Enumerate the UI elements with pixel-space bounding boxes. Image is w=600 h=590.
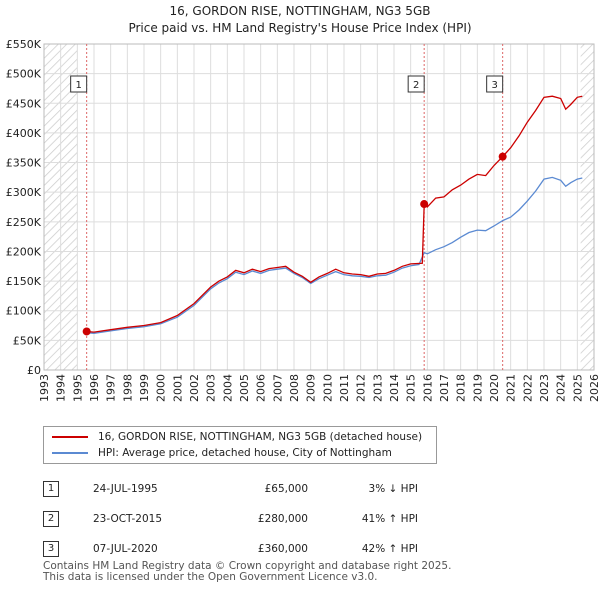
sale-number-badge: 1 [43, 481, 59, 497]
x-tick-label: 2026 [588, 374, 600, 402]
x-tick-label: 2010 [321, 374, 334, 402]
sale-hpi-diff: 42% ↑ HPI [361, 543, 418, 555]
y-tick-label: £250K [6, 216, 42, 229]
y-tick-label: £450K [6, 97, 42, 110]
x-tick-label: 2001 [171, 374, 184, 402]
sale-marker-3: 3 [486, 75, 504, 93]
x-tick-label: 2007 [271, 374, 284, 402]
x-tick-label: 2011 [338, 374, 351, 402]
footer-line-2: This data is licensed under the Open Gov… [43, 571, 378, 583]
marker-box [407, 75, 425, 93]
x-tick-label: 2023 [538, 374, 551, 402]
x-tick-label: 2014 [388, 374, 401, 402]
series-line-hpi [86, 176, 583, 334]
legend-label-hpi: HPI: Average price, detached house, City… [98, 447, 392, 459]
x-tick-label: 2019 [471, 374, 484, 402]
hatched-region [580, 44, 594, 370]
table-row: 1 24-JUL-1995 £65,000 3% ↓ HPI [43, 474, 418, 504]
x-tick-label: 2005 [238, 374, 251, 402]
y-tick-label: £0 [27, 364, 41, 377]
x-tick-label: 2004 [221, 374, 234, 402]
x-tick-label: 1998 [121, 374, 134, 402]
x-tick-label: 2017 [438, 374, 451, 402]
y-tick-label: £50K [13, 334, 42, 347]
legend-swatch-property [52, 436, 88, 438]
y-tick-label: £500K [6, 68, 42, 81]
sale-price: £65,000 [264, 483, 308, 495]
y-tick-label: £300K [6, 186, 42, 199]
table-row: 2 23-OCT-2015 £280,000 41% ↑ HPI [43, 504, 418, 534]
marker-label: 2 [413, 80, 419, 91]
footer-attribution: Contains HM Land Registry data © Crown c… [43, 561, 451, 583]
sale-marker-2: 2 [407, 75, 425, 93]
sale-point-2 [420, 200, 429, 209]
y-tick-label: £550K [6, 38, 42, 51]
y-tick-label: £400K [6, 127, 42, 140]
sale-date: 24-JUL-1995 [93, 483, 158, 495]
y-tick-label: £350K [6, 157, 42, 170]
legend-label-property: 16, GORDON RISE, NOTTINGHAM, NG3 5GB (de… [98, 431, 423, 443]
x-tick-label: 2000 [155, 374, 168, 402]
sale-date: 07-JUL-2020 [93, 543, 158, 555]
footer-line-1: Contains HM Land Registry data © Crown c… [43, 560, 452, 572]
plot-frame [43, 43, 595, 371]
chart-title: 16, GORDON RISE, NOTTINGHAM, NG3 5GB [170, 4, 431, 18]
chart-legend: 16, GORDON RISE, NOTTINGHAM, NG3 5GB (de… [43, 426, 437, 464]
x-tick-label: 2025 [571, 374, 584, 402]
sale-price: £280,000 [257, 513, 308, 525]
sale-hpi-diff: 41% ↑ HPI [361, 513, 418, 525]
sale-date: 23-OCT-2015 [93, 513, 162, 525]
y-tick-label: £150K [6, 275, 42, 288]
sale-point-3 [498, 152, 507, 161]
x-tick-label: 2008 [288, 374, 301, 402]
x-tick-label: 2021 [505, 374, 518, 402]
x-tick-label: 2006 [255, 374, 268, 402]
y-tick-label: £200K [6, 245, 42, 258]
x-tick-label: 2018 [455, 374, 468, 402]
marker-box [486, 75, 504, 93]
x-tick-label: 2015 [405, 374, 418, 402]
sale-number-badge: 3 [43, 541, 59, 557]
legend-swatch-hpi [52, 452, 88, 454]
price-chart: 16, GORDON RISE, NOTTINGHAM, NG3 5GB Pri… [6, 4, 600, 402]
marker-label: 1 [75, 80, 81, 91]
y-tick-label: £100K [6, 305, 42, 318]
x-tick-label: 1999 [138, 374, 151, 402]
x-tick-label: 2012 [355, 374, 368, 402]
x-tick-label: 1993 [38, 374, 51, 402]
marker-box [70, 75, 88, 93]
x-tick-label: 1994 [55, 374, 68, 402]
x-tick-label: 2009 [305, 374, 318, 402]
x-tick-label: 2016 [421, 374, 434, 402]
sale-price: £360,000 [257, 543, 308, 555]
x-tick-label: 2024 [555, 374, 568, 402]
x-tick-label: 2002 [188, 374, 201, 402]
x-tick-label: 1995 [71, 374, 84, 402]
legend-item-hpi: HPI: Average price, detached house, City… [52, 447, 392, 459]
x-tick-label: 2003 [205, 374, 218, 402]
x-tick-label: 1996 [88, 374, 101, 402]
chart-subtitle: Price paid vs. HM Land Registry's House … [128, 21, 471, 35]
sale-number-badge: 2 [43, 511, 59, 527]
sale-hpi-diff: 3% ↓ HPI [368, 483, 418, 495]
sale-marker-1: 1 [70, 75, 88, 93]
sales-table: 1 24-JUL-1995 £65,000 3% ↓ HPI 2 23-OCT-… [43, 474, 418, 564]
x-tick-label: 2013 [371, 374, 384, 402]
x-tick-label: 2020 [488, 374, 501, 402]
marker-label: 3 [491, 80, 497, 91]
x-tick-label: 1997 [105, 374, 118, 402]
sale-point-1 [82, 327, 91, 336]
table-row: 3 07-JUL-2020 £360,000 42% ↑ HPI [43, 534, 418, 564]
legend-item-property: 16, GORDON RISE, NOTTINGHAM, NG3 5GB (de… [52, 431, 422, 443]
series-line-property [86, 95, 583, 333]
plot-area [44, 44, 594, 370]
x-tick-label: 2022 [521, 374, 534, 402]
